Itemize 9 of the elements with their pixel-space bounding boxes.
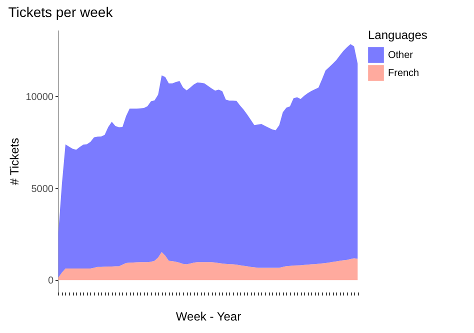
legend-label: Other (388, 50, 414, 61)
y-tick-label: 5000 (31, 184, 54, 195)
y-tick-label: 0 (48, 276, 54, 287)
x-axis-title: Week - Year (176, 310, 242, 324)
y-axis-title: # Tickets (8, 138, 22, 186)
y-tick-label: 10000 (26, 92, 54, 103)
chart-title: Tickets per week (8, 4, 114, 20)
legend-label: French (388, 68, 420, 79)
legend-title: Languages (368, 28, 428, 42)
